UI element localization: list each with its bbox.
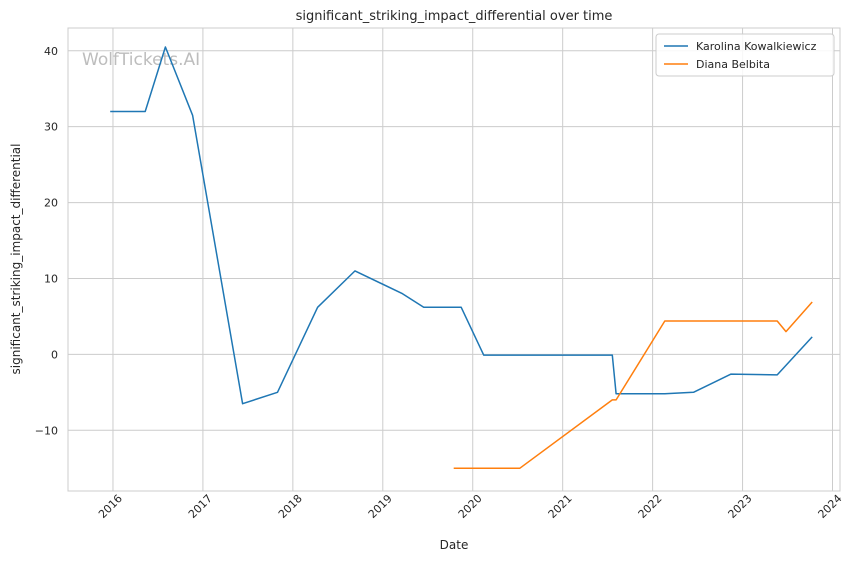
y-tick-label: 10 — [44, 272, 58, 285]
y-tick-label: 0 — [51, 348, 58, 361]
legend-label-diana: Diana Belbita — [696, 58, 770, 71]
series-layer — [110, 46, 813, 469]
y-axis-label: significant_striking_impact_differential — [9, 144, 23, 375]
series-line-0 — [110, 46, 813, 405]
y-tick-label: 30 — [44, 121, 58, 134]
legend-label-karolina: Karolina Kowalkiewicz — [696, 40, 817, 53]
y-tick-label: −10 — [35, 424, 58, 437]
grid — [68, 28, 840, 491]
y-tick-label: 40 — [44, 45, 58, 58]
plot-frame — [67, 27, 841, 492]
x-axis-label: Date — [440, 538, 469, 552]
watermark: WolfTickets.AI — [82, 50, 200, 70]
series-line-1 — [453, 301, 813, 469]
legend: Karolina Kowalkiewicz Diana Belbita — [655, 33, 835, 77]
y-tick-label: 20 — [44, 197, 58, 210]
legend-box — [655, 33, 835, 77]
chart-title: significant_striking_impact_differential… — [296, 9, 613, 24]
